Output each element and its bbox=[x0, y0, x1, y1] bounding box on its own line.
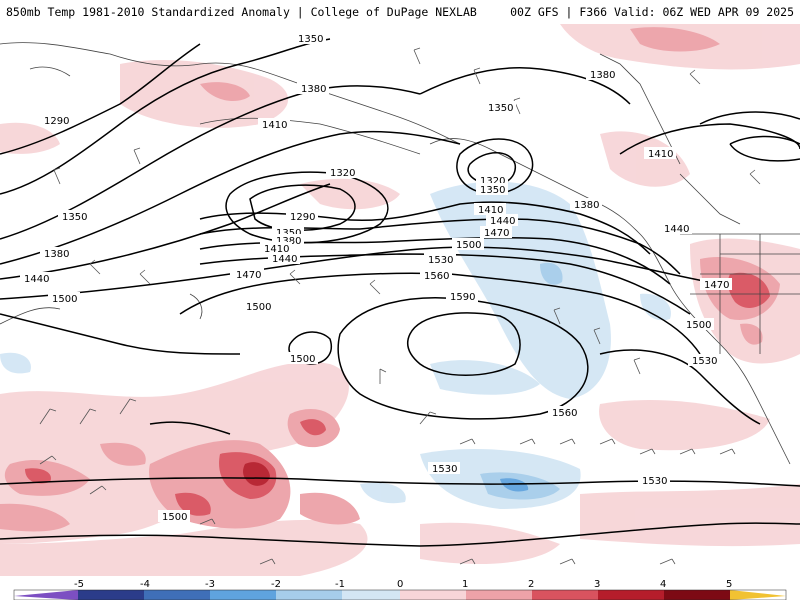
model-run-info: 00Z GFS | F366 Valid: 06Z WED APR 09 202… bbox=[510, 5, 794, 19]
legend-swatch bbox=[276, 590, 342, 600]
legend-swatch bbox=[14, 590, 78, 600]
legend-colorbar: -5 -4 -3 -2 -1 0 1 2 3 4 5 bbox=[13, 579, 787, 600]
legend-swatch bbox=[400, 590, 466, 600]
legend-swatch bbox=[78, 590, 144, 600]
contour-label: 1410 bbox=[478, 205, 503, 216]
contour-label: 1530 bbox=[428, 255, 453, 266]
legend-swatch bbox=[466, 590, 532, 600]
cold-anomaly-shading bbox=[0, 181, 671, 509]
contour-label: 1500 bbox=[246, 302, 271, 313]
contour-label: 1380 bbox=[301, 84, 326, 95]
legend-tick-label: 5 bbox=[726, 579, 732, 590]
contour-label: 1320 bbox=[330, 168, 355, 179]
legend-ticks: -5 -4 -3 -2 -1 0 1 2 3 4 5 bbox=[74, 579, 732, 590]
contour-label: 1440 bbox=[272, 254, 297, 265]
legend-swatch bbox=[144, 590, 210, 600]
contour-label: 1410 bbox=[262, 120, 287, 131]
contour-label: 1530 bbox=[642, 476, 667, 487]
contour-label: 1560 bbox=[424, 271, 449, 282]
contour-label: 1350 bbox=[62, 212, 87, 223]
map-title: 850mb Temp 1981-2010 Standardized Anomal… bbox=[6, 5, 477, 19]
contour-label: 1440 bbox=[490, 216, 515, 227]
legend-tick-label: 3 bbox=[594, 579, 600, 590]
legend-swatch bbox=[210, 590, 276, 600]
legend-swatch bbox=[730, 590, 786, 600]
legend-tick-label: -4 bbox=[140, 579, 150, 590]
legend-swatch bbox=[664, 590, 730, 600]
legend-tick-label: 1 bbox=[462, 579, 468, 590]
legend-tick-label: -1 bbox=[335, 579, 345, 590]
contour-label: 1590 bbox=[450, 292, 475, 303]
contour-label: 1350 bbox=[298, 34, 323, 45]
color-scale-legend: -5 -4 -3 -2 -1 0 1 2 3 4 5 bbox=[0, 576, 800, 600]
contour-label: 1560 bbox=[552, 408, 577, 419]
contour-label: 1350 bbox=[488, 103, 513, 114]
contour-label: 1290 bbox=[290, 212, 315, 223]
contour-label: 1470 bbox=[484, 228, 509, 239]
contour-label: 1380 bbox=[44, 249, 69, 260]
legend-swatch bbox=[532, 590, 598, 600]
anomaly-map: 1350 1380 1410 1290 1350 1380 1320 1290 … bbox=[0, 24, 800, 576]
legend-swatch bbox=[598, 590, 664, 600]
contour-label: 1530 bbox=[432, 464, 457, 475]
contour-label: 1440 bbox=[24, 274, 49, 285]
contour-label: 1500 bbox=[456, 240, 481, 251]
contour-label: 1350 bbox=[480, 185, 505, 196]
contour-label: 1410 bbox=[264, 244, 289, 255]
contour-label: 1350 bbox=[276, 228, 301, 239]
legend-tick-label: 2 bbox=[528, 579, 534, 590]
contour-label: 1380 bbox=[276, 236, 301, 247]
contour-label: 1320 bbox=[480, 176, 505, 187]
contour-label: 1290 bbox=[44, 116, 69, 127]
legend-tick-label: 4 bbox=[660, 579, 666, 590]
map-panel[interactable]: 1350 1380 1410 1290 1350 1380 1320 1290 … bbox=[0, 24, 800, 576]
contour-label: 1410 bbox=[648, 149, 673, 160]
contour-label: 1500 bbox=[686, 320, 711, 331]
legend-tick-label: -5 bbox=[74, 579, 84, 590]
contour-label: 1380 bbox=[590, 70, 615, 81]
legend-tick-label: -2 bbox=[271, 579, 281, 590]
contour-label: 1500 bbox=[52, 294, 77, 305]
contour-label: 1500 bbox=[162, 512, 187, 523]
legend-tick-label: -3 bbox=[205, 579, 215, 590]
title-bar: 850mb Temp 1981-2010 Standardized Anomal… bbox=[0, 0, 800, 24]
contour-label: 1470 bbox=[236, 270, 261, 281]
contour-label: 1380 bbox=[574, 200, 599, 211]
contour-label: 1470 bbox=[704, 280, 729, 291]
contour-labels: 1350 1380 1410 1290 1350 1380 1320 1290 … bbox=[20, 32, 732, 523]
contour-label: 1530 bbox=[692, 356, 717, 367]
contour-label: 1440 bbox=[664, 224, 689, 235]
contour-label: 1500 bbox=[290, 354, 315, 365]
wind-barbs bbox=[39, 47, 761, 565]
legend-swatch bbox=[342, 590, 400, 600]
legend-tick-label: 0 bbox=[397, 579, 403, 590]
